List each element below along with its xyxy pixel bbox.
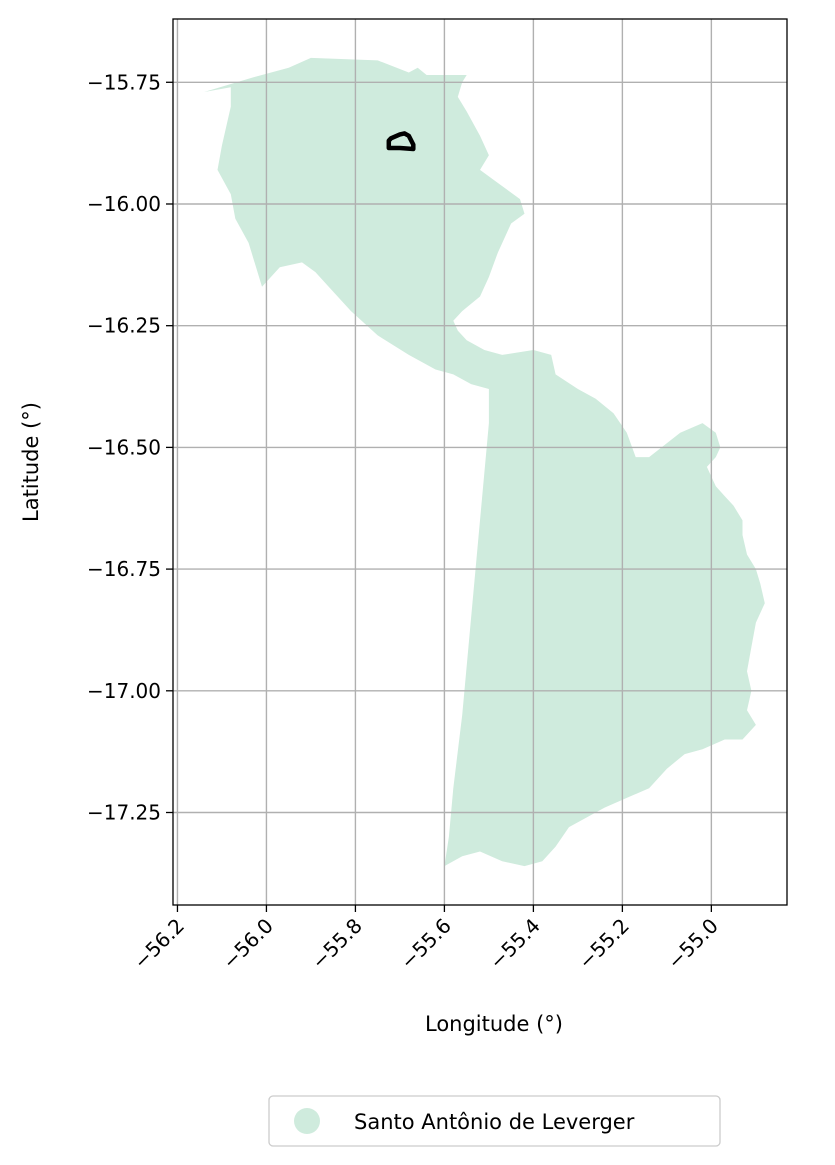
- y-tick-label: −15.75: [87, 70, 161, 94]
- x-tick-label: −55.4: [485, 914, 545, 974]
- x-tick-label: −56.0: [218, 914, 278, 974]
- legend-frame: [268, 1095, 721, 1147]
- y-axis-ticks: −15.75 −16.00 −16.25 −16.50 −16.75 −17.00 −17.…: [87, 70, 173, 825]
- grid-lines: [173, 19, 787, 905]
- legend-label: Santo Antônio de Leverger: [354, 1110, 635, 1134]
- y-tick-label: −16.75: [87, 557, 161, 581]
- y-tick-label: −17.00: [87, 679, 161, 703]
- x-tick-label: −55.8: [307, 914, 367, 974]
- legend: Santo Antônio de Leverger: [268, 1095, 721, 1147]
- plot-frame: [172, 18, 788, 906]
- x-axis-label: Longitude (°): [425, 1012, 563, 1036]
- region-santo-antonio-de-leverger: [204, 57, 765, 867]
- x-tick-label: −55.2: [574, 914, 634, 974]
- y-tick-label: −17.25: [87, 801, 161, 825]
- x-tick-label: −56.2: [129, 914, 189, 974]
- y-axis-label: Latitude (°): [19, 402, 43, 522]
- x-tick-label: −55.0: [663, 914, 723, 974]
- y-tick-label: −16.25: [87, 314, 161, 338]
- y-tick-label: −16.00: [87, 192, 161, 216]
- x-tick-label: −55.6: [396, 914, 456, 974]
- y-tick-label: −16.50: [87, 435, 161, 459]
- legend-swatch: [294, 1108, 320, 1134]
- marker-outline: [386, 131, 416, 152]
- x-axis-ticks: −56.2 −56.0 −55.8 −55.6 −55.4 −55.2 −55.0: [129, 905, 723, 974]
